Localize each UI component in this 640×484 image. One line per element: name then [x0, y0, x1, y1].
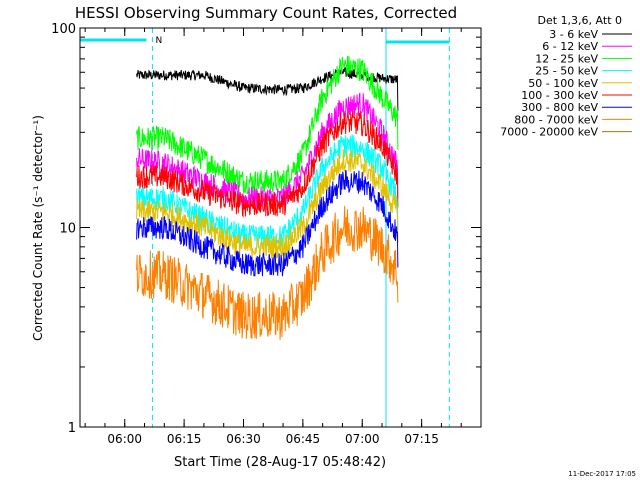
legend-label-0: 3 - 6 keV — [549, 28, 598, 41]
x-axis: 06:00 06:15 06:30 06:45 07:00 07:15 — [84, 28, 482, 446]
series-line-4 — [136, 148, 399, 259]
render-timestamp: 11-Dec-2017 17:05 — [568, 470, 636, 478]
legend-label-2: 12 - 25 keV — [535, 52, 598, 65]
chart-title: HESSI Observing Summary Count Rates, Cor… — [75, 4, 457, 22]
y-tick-label-2: 100 — [51, 22, 76, 37]
legend-label-4: 50 - 100 keV — [528, 77, 598, 90]
legend-label-8: 7000 - 20000 keV — [500, 126, 598, 139]
series-line-7 — [136, 205, 399, 340]
x-tick-label-0: 06:00 — [107, 432, 142, 446]
night-annotation: N — [155, 36, 162, 46]
x-tick-label-4: 07:00 — [345, 432, 380, 446]
x-tick-label-5: 07:15 — [404, 432, 439, 446]
x-tick-label-2: 06:30 — [226, 432, 261, 446]
series-layer — [136, 55, 399, 340]
legend-label-1: 6 - 12 keV — [542, 40, 598, 53]
legend-label-3: 25 - 50 keV — [535, 65, 598, 78]
legend-title: Det 1,3,6, Att 0 — [538, 14, 622, 27]
series-line-3 — [136, 134, 399, 249]
y-tick-label-0: 1 — [68, 421, 76, 436]
y-tick-label-1: 10 — [59, 222, 76, 237]
x-tick-label-1: 06:15 — [167, 432, 202, 446]
x-axis-label: Start Time (28-Aug-17 05:48:42) — [174, 455, 386, 470]
series-line-0 — [136, 67, 399, 111]
series-line-2 — [136, 55, 399, 195]
legend-label-7: 800 - 7000 keV — [514, 113, 598, 126]
legend-label-6: 300 - 800 keV — [521, 101, 598, 114]
y-axis-label: Corrected Count Rate (s⁻¹ detector⁻¹) — [31, 115, 45, 341]
x-tick-label-3: 06:45 — [286, 432, 321, 446]
y-axis: 1 10 100 — [51, 22, 481, 436]
series-line-1 — [136, 92, 399, 211]
series-line-6 — [136, 169, 399, 277]
series-line-5 — [136, 110, 399, 218]
legend-label-5: 100 - 300 keV — [521, 89, 598, 102]
